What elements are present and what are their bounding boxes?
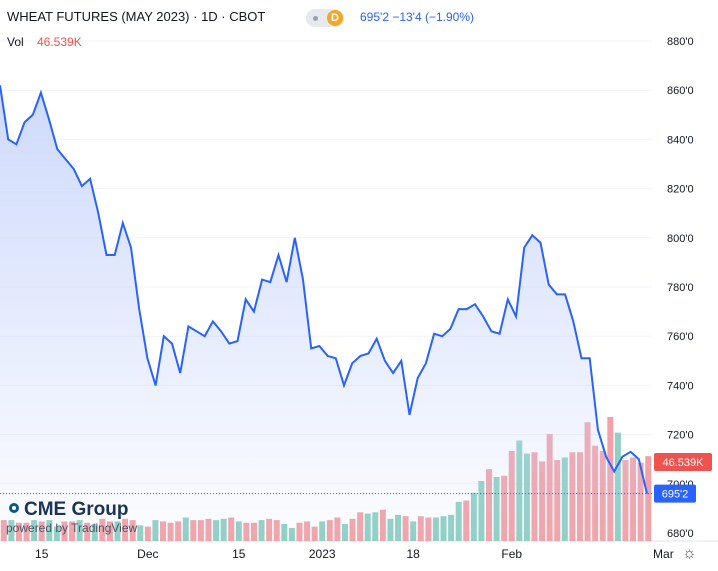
y-tick-label: 800'0: [667, 233, 694, 245]
cme-logo-icon-center: [12, 506, 16, 510]
y-tick-label: 860'0: [667, 85, 694, 97]
price-quote: 695'2 −13'4 (−1.90%): [360, 10, 474, 24]
price-badge-text: 695'2: [662, 489, 689, 501]
chart-header: WHEAT FUTURES (MAY 2023) · 1D · CBOT D 6…: [0, 0, 718, 60]
x-tick-label: 2023: [309, 547, 336, 561]
x-tick-label: Feb: [501, 547, 522, 561]
y-tick-label: 680'0: [667, 528, 694, 540]
toggle-knob[interactable]: D: [327, 10, 343, 26]
y-tick-label: 760'0: [667, 331, 694, 343]
cme-logo-text: CME Group: [24, 499, 129, 520]
volume-value: 46.539K: [37, 35, 82, 49]
y-tick-label: 780'0: [667, 282, 694, 294]
y-tick-label: 740'0: [667, 380, 694, 392]
y-tick-label: 840'0: [667, 134, 694, 146]
x-axis-ticks: 15 Dec 15 2023 18 Feb Mar: [35, 547, 674, 561]
y-tick-label: 720'0: [667, 430, 694, 442]
y-tick-label: 880'0: [667, 36, 694, 48]
axis-badges: 46.539K 695'2: [654, 453, 712, 503]
volume-bar: [645, 456, 652, 541]
x-tick-label: Dec: [137, 547, 158, 561]
y-tick-label: 820'0: [667, 184, 694, 196]
x-tick-label: 18: [407, 547, 421, 561]
settings-gear-icon[interactable]: ☼: [682, 545, 697, 562]
x-tick-label: 15: [232, 547, 246, 561]
price-badge: [654, 484, 696, 503]
volume-badge: [654, 453, 712, 471]
price-line: [0, 85, 648, 494]
powered-by-text: powered by TradingView: [6, 521, 138, 535]
x-tick-label: 15: [35, 547, 49, 561]
price-area: [0, 85, 647, 542]
volume-badge-text: 46.539K: [663, 457, 705, 469]
toggle-dot-icon: [313, 16, 318, 21]
x-tick-label: Mar: [653, 547, 674, 561]
volume-label: Vol: [7, 35, 24, 49]
y-axis-ticks: 880'0 860'0 840'0 820'0 800'0 780'0 760'0 740'0…: [667, 36, 694, 540]
chart-title: WHEAT FUTURES (MAY 2023) · 1D · CBOT: [7, 9, 266, 24]
